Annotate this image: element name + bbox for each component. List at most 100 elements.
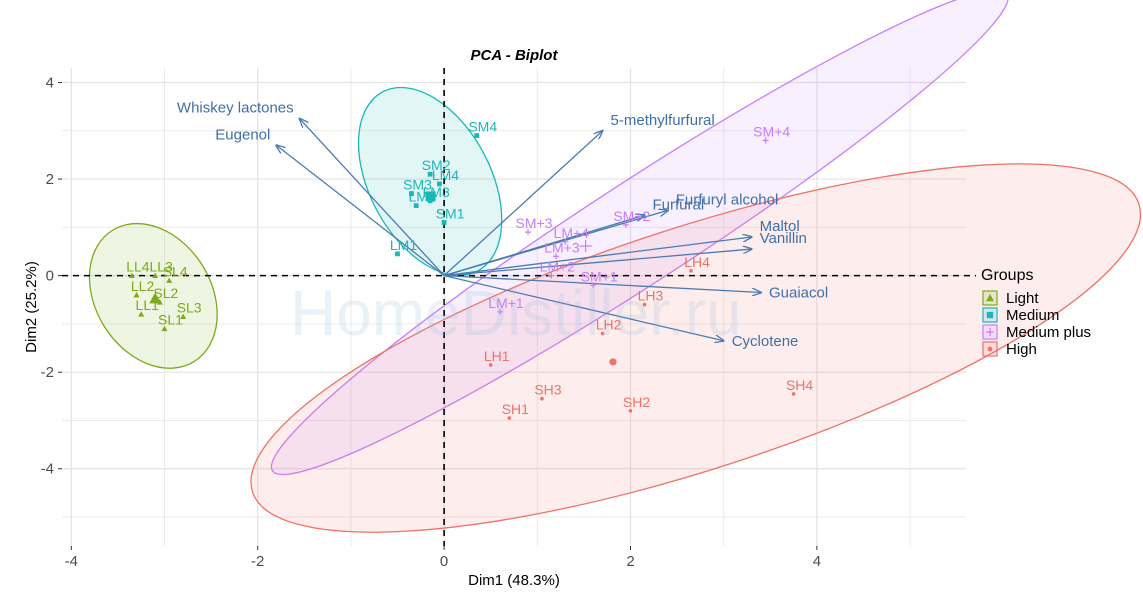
point-marker (600, 331, 605, 336)
variable-label: Eugenol (215, 126, 270, 143)
point-marker (762, 137, 769, 144)
y-tick-label: 0 (46, 268, 54, 285)
point-marker (488, 363, 493, 367)
x-tick-label: 2 (626, 553, 634, 570)
variable-arrow (276, 145, 445, 277)
point-label: SM+2 (613, 208, 650, 224)
point-label: LM4 (432, 167, 459, 183)
point-marker (497, 308, 504, 315)
ellipse-light (88, 222, 218, 369)
x-tick-label: -2 (251, 553, 264, 570)
point-label: SM4 (468, 119, 497, 135)
point-marker (548, 272, 555, 279)
variable-label: Cyclotene (732, 333, 799, 350)
variable-arrows: Whiskey lactones Eugenol 5-methylfurfural F… (177, 100, 828, 350)
point-marker (152, 272, 159, 279)
point-marker (161, 325, 168, 332)
point-label: SH3 (534, 382, 561, 398)
point-label: SH1 (502, 401, 529, 417)
point-marker (689, 268, 693, 273)
zero-lines (62, 68, 976, 546)
point-marker (138, 311, 145, 317)
point-marker (552, 253, 559, 260)
y-tick-label: -4 (41, 461, 54, 478)
point-label: LH3 (638, 288, 664, 304)
point-marker (986, 328, 994, 336)
point-label: LH4 (684, 254, 710, 270)
point-marker (427, 171, 433, 177)
chart-title: PCA - Biplot (471, 47, 559, 64)
point-marker (642, 302, 647, 307)
variable-arrow (444, 249, 752, 277)
y-tick-label: 4 (46, 74, 54, 91)
point-marker (149, 292, 162, 304)
x-tick-label: -4 (65, 553, 78, 570)
variable-label: Whiskey lactones (177, 100, 294, 117)
point-marker (628, 409, 633, 413)
point-marker (395, 251, 400, 257)
point-label: LM+2 (540, 259, 576, 275)
point-label: SM+1 (581, 268, 618, 284)
point-marker (986, 311, 994, 319)
point-label: LL4 (126, 259, 150, 275)
axis-ticks: -4 -2 0 2 4 -4 -2 0 2 4 (41, 74, 821, 570)
point-label: SL2 (153, 285, 178, 301)
point-label: LH1 (484, 348, 510, 364)
x-axis-title: Dim1 (48.3%) (468, 572, 560, 589)
legend-label: Light (1006, 290, 1039, 307)
point-marker (579, 240, 592, 253)
point-label: LM1 (390, 237, 417, 253)
variable-arrow (443, 274, 724, 341)
point-label: SH2 (623, 394, 650, 410)
variable-arrow (300, 119, 445, 277)
point-label: LH2 (596, 317, 622, 333)
point-marker (128, 272, 135, 279)
point-marker (166, 277, 173, 283)
x-tick-label: 0 (440, 553, 448, 570)
point-marker (987, 346, 993, 352)
point-label: SM+4 (753, 123, 790, 139)
variable-label: 5-methylfurfural (611, 112, 715, 129)
legend-label: High (1006, 341, 1037, 358)
point-label: SM+3 (515, 215, 552, 231)
point-marker (133, 291, 140, 298)
point-marker (986, 294, 994, 302)
point-marker (507, 416, 512, 420)
watermark-text: HomeDistiller.ru (290, 277, 742, 349)
point-label: SM3 (403, 177, 432, 193)
legend-label: Medium plus (1006, 324, 1091, 341)
variable-label: Vanillin (760, 230, 807, 247)
ellipse-medium-plus (270, 0, 1009, 476)
variable-label: Furfuryl alcohol (676, 191, 779, 208)
variable-arrow (444, 274, 761, 293)
point-marker (437, 181, 442, 187)
point-label: SL4 (163, 263, 188, 279)
point-label: LM+1 (488, 295, 524, 311)
point-label: LL2 (131, 278, 155, 294)
legend-title: Groups (981, 267, 1033, 284)
point-marker (590, 282, 597, 289)
variable-arrow (444, 237, 752, 277)
variable-label: Guaiacol (769, 285, 828, 302)
point-label: LM+3 (544, 239, 580, 255)
point-marker (413, 203, 419, 209)
confidence-ellipses (88, 0, 1142, 533)
variable-label: Maltol (760, 218, 800, 235)
point-marker (622, 221, 629, 228)
point-label: SM1 (436, 206, 465, 222)
point-label: SL3 (177, 300, 202, 316)
variable-arrow (443, 210, 668, 277)
point-marker (441, 220, 447, 225)
point-marker (609, 358, 617, 366)
point-label: LL3 (150, 259, 174, 275)
point-marker (474, 133, 480, 138)
point-marker (540, 396, 544, 401)
legend-label: Medium (1006, 307, 1059, 324)
x-tick-label: 4 (813, 553, 821, 570)
point-marker (524, 229, 531, 236)
point-marker (409, 191, 414, 196)
point-label: SH4 (786, 377, 813, 393)
